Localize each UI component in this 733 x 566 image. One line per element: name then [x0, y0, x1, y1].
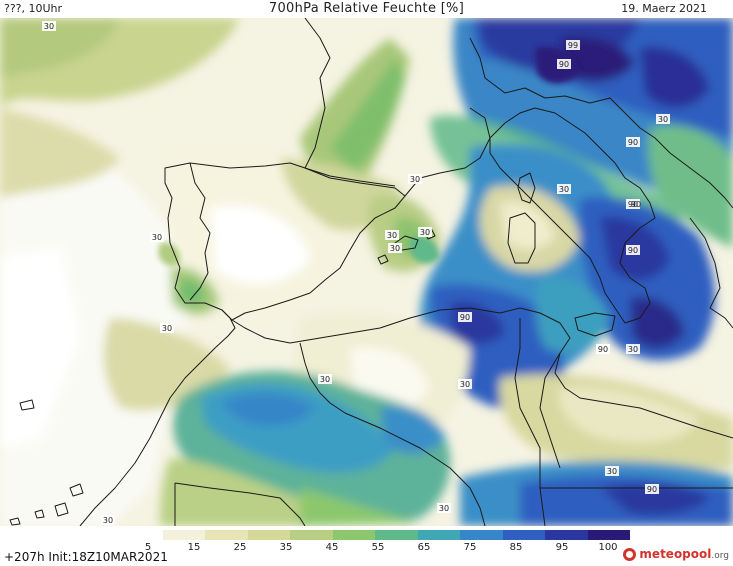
colorbar: [120, 530, 630, 540]
contour-label: 30: [101, 515, 115, 525]
svg-text:90: 90: [628, 246, 638, 255]
contour-label: 90: [626, 245, 640, 255]
svg-text:99: 99: [568, 41, 578, 50]
contour-label: 90: [626, 199, 640, 209]
meteopool-logo-icon: [623, 547, 637, 561]
svg-text:90: 90: [628, 138, 638, 147]
init-time-label: +207h Init:18Z10MAR2021: [4, 550, 168, 564]
contour-labels: 30 30 30 30 30 30 30 30 30 30 30 30 30 3…: [42, 21, 670, 525]
contour-label: 30: [437, 503, 451, 513]
colorbar-swatch: [545, 530, 588, 540]
valid-time-label: ???, 10Uhr: [4, 2, 63, 15]
contour-label: 30: [160, 323, 174, 333]
colorbar-tick-label: 5: [144, 542, 152, 553]
valid-date-label: 19. Maerz 2021: [621, 2, 707, 15]
colorbar-tick-label: 45: [325, 542, 339, 553]
colorbar-swatch: [502, 530, 545, 540]
humidity-map: 30 30 30 30 30 30 30 30 30 30 30 30 30 3…: [0, 18, 733, 526]
colorbar-tick-label: 65: [417, 542, 431, 553]
svg-text:30: 30: [460, 380, 470, 389]
contour-label: 90: [631, 200, 641, 209]
contour-label: 30: [418, 227, 432, 237]
svg-text:30: 30: [410, 175, 420, 184]
contour-label: 99: [566, 40, 580, 50]
colorbar-swatch: [587, 530, 630, 540]
contour-label: 90: [626, 137, 640, 147]
colorbar-swatch: [332, 530, 375, 540]
colorbar-tick-label: 15: [187, 542, 201, 553]
svg-text:30: 30: [439, 504, 449, 513]
colorbar-swatch: [205, 530, 248, 540]
colorbar-swatch: [247, 530, 290, 540]
svg-text:90: 90: [598, 345, 608, 354]
svg-text:30: 30: [162, 324, 172, 333]
svg-text:30: 30: [44, 22, 54, 31]
svg-text:30: 30: [658, 115, 668, 124]
colorbar-tick-label: 35: [279, 542, 293, 553]
colorbar-swatch: [460, 530, 503, 540]
contour-label: 90: [645, 484, 659, 494]
svg-text:30: 30: [607, 467, 617, 476]
colorbar-tick-label: 75: [463, 542, 477, 553]
svg-text:30: 30: [390, 244, 400, 253]
contour-label: 30: [318, 374, 332, 384]
colorbar-tick-label: 95: [555, 542, 569, 553]
brand-logo[interactable]: meteopool .org: [623, 546, 729, 562]
contour-label: 30: [42, 21, 56, 31]
contour-label: 90: [596, 344, 610, 354]
colorbar-tick-label: 85: [509, 542, 523, 553]
colorbar-tick-label: 55: [371, 542, 385, 553]
contour-label: 30: [388, 243, 402, 253]
contour-label: 30: [605, 466, 619, 476]
svg-text:90: 90: [631, 200, 641, 209]
colorbar-swatch: [120, 530, 163, 540]
contour-label: 30: [656, 114, 670, 124]
svg-text:30: 30: [152, 233, 162, 242]
svg-text:30: 30: [387, 231, 397, 240]
brand-name: meteopool: [639, 547, 712, 561]
svg-text:30: 30: [559, 185, 569, 194]
contour-label: 30: [458, 379, 472, 389]
svg-text:90: 90: [559, 60, 569, 69]
svg-text:90: 90: [460, 313, 470, 322]
colorbar-tick-label: 25: [233, 542, 247, 553]
coastlines: [9, 18, 733, 526]
map-title: 700hPa Relative Feuchte [%]: [268, 1, 465, 16]
colorbar-tick-label: 100: [598, 542, 618, 553]
brand-tld: .org: [711, 550, 729, 561]
contour-label: 90: [557, 59, 571, 69]
contour-label: 30: [408, 174, 422, 184]
svg-text:30: 30: [103, 516, 113, 525]
colorbar-swatch: [162, 530, 205, 540]
contour-label: 30: [385, 230, 399, 240]
svg-text:30: 30: [320, 375, 330, 384]
svg-text:90: 90: [628, 200, 638, 209]
legend-panel: 5 15 25 35 45 55 65 75 85 95 100 +207h Init:18Z10M…: [0, 526, 733, 566]
svg-text:90: 90: [647, 485, 657, 494]
svg-text:30: 30: [420, 228, 430, 237]
init-time: Init:18Z10MAR2021: [48, 550, 168, 564]
contour-label: 90: [458, 312, 472, 322]
colorbar-swatch: [417, 530, 460, 540]
colorbar-swatch: [290, 530, 333, 540]
lead-time: +207h: [4, 550, 45, 564]
svg-text:30: 30: [628, 345, 638, 354]
colorbar-swatch: [375, 530, 418, 540]
contour-label: 30: [150, 232, 164, 242]
contour-label: 30: [626, 344, 640, 354]
contour-label: 30: [557, 184, 571, 194]
